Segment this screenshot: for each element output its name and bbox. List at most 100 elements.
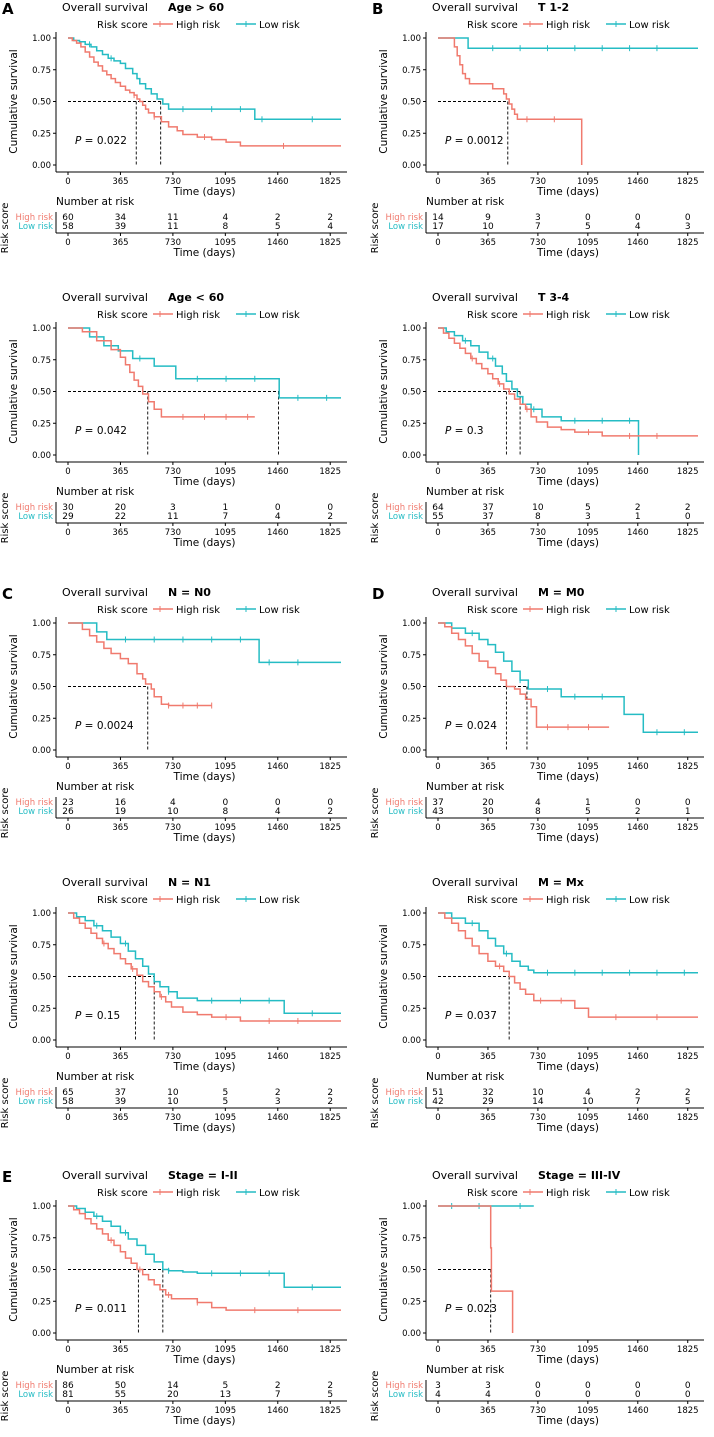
at-risk-high-value: 9 [485,213,491,223]
at-risk-low-value: 10 [582,1097,594,1107]
p-value-number: = 0.024 [451,720,497,732]
p-value: P = 0.037 [445,1010,497,1022]
x-tick-label: 1460 [627,762,649,772]
at-risk-high-value: 3 [170,503,176,513]
y-tick-label: 0.25 [402,714,421,724]
p-value-number: = 0.022 [81,135,127,147]
y-tick-label: 0.00 [402,746,421,756]
at-risk-low-value: 4 [327,222,333,232]
y-tick-label: 1.00 [32,324,51,334]
x-axis-title: Time (days) [536,186,599,198]
risk-table-x-title: Time (days) [172,247,235,259]
p-value: P = 0.15 [75,1010,120,1022]
legend-title: Risk score [467,310,518,321]
row-label-high-risk: High risk [386,798,424,808]
y-tick-label: 0.00 [402,451,421,461]
y-tick-label: 0.25 [32,1297,51,1307]
at-risk-low-value: 10 [167,807,179,817]
risk-table-tick-label: 1460 [627,528,649,538]
row-label-high-risk: High risk [16,798,54,808]
x-tick-label: 730 [530,1052,546,1062]
at-risk-low-value: 0 [685,512,691,522]
y-axis-title: Cumulative survival [378,924,390,1028]
low-risk-survival-curve [68,327,341,399]
at-risk-high-value: 23 [62,798,73,808]
at-risk-low-value: 5 [685,1097,691,1107]
risk-table-tick-label: 365 [112,528,128,538]
legend-low-label: Low risk [259,1188,300,1199]
risk-table-tick-label: 1460 [267,1406,289,1416]
at-risk-low-value: 3 [585,512,591,522]
at-risk-low-value: 11 [167,222,178,232]
at-risk-low-value: 30 [482,807,494,817]
legend-high-label: High risk [176,605,220,616]
y-tick-label: 1.00 [32,1202,51,1212]
x-tick-label: 1460 [267,177,289,187]
y-axis-title: Cumulative survival [8,49,20,153]
risk-score-axis-label: Risk score [370,203,381,254]
at-risk-high-value: 64 [432,503,444,513]
risk-table-tick-label: 0 [65,823,70,833]
risk-table-x-title: Time (days) [172,537,235,549]
y-axis-title: Cumulative survival [8,339,20,443]
x-tick-label: 1095 [577,762,599,772]
high-risk-survival-curve [68,622,212,707]
low-risk-survival-curve [68,622,341,664]
x-tick-label: 365 [480,762,496,772]
at-risk-high-value: 0 [635,1381,641,1391]
x-tick-label: 365 [480,467,496,477]
risk-table-tick-label: 1095 [577,1406,599,1416]
p-value-number: = 0.023 [451,1303,497,1315]
at-risk-high-value: 20 [115,503,127,513]
number-at-risk-title: Number at risk [426,1364,505,1376]
x-tick-label: 0 [435,1052,440,1062]
y-tick-label: 0.75 [32,66,51,76]
x-tick-label: 365 [112,1052,128,1062]
at-risk-high-value: 4 [535,798,541,808]
panel-letter: C [2,585,13,603]
risk-table-x-title: Time (days) [172,1122,235,1134]
at-risk-high-value: 60 [62,213,74,223]
at-risk-low-value: 3 [275,1097,281,1107]
risk-table-tick-label: 0 [65,1406,70,1416]
x-tick-label: 1095 [577,177,599,187]
at-risk-low-value: 5 [585,222,591,232]
x-tick-label: 1460 [267,762,289,772]
risk-table-x-title: Time (days) [536,1122,599,1134]
number-at-risk-title: Number at risk [426,196,505,208]
risk-score-axis-label: Risk score [370,1078,381,1129]
legend-title: Risk score [467,605,518,616]
at-risk-low-value: 7 [635,1097,641,1107]
at-risk-low-value: 7 [535,222,541,232]
x-tick-label: 1095 [577,467,599,477]
at-risk-high-value: 16 [115,798,127,808]
p-symbol: P [445,720,452,732]
overall-survival-label: Overall survival [62,291,148,304]
y-tick-label: 0.75 [32,1234,51,1244]
legend-low-label: Low risk [259,895,300,906]
low-risk-survival-curve [438,912,698,974]
risk-table-tick-label: 730 [165,1406,181,1416]
at-risk-low-value: 58 [62,222,74,232]
at-risk-high-value: 50 [115,1381,127,1391]
at-risk-high-value: 20 [482,798,494,808]
at-risk-high-value: 4 [222,213,228,223]
km-panel-7: Overall survival N = N1 Risk score High ris… [0,876,347,1134]
number-at-risk-title: Number at risk [426,781,505,793]
at-risk-low-value: 39 [115,222,127,232]
risk-table-tick-label: 1095 [215,1113,237,1123]
at-risk-high-value: 2 [327,1088,333,1098]
at-risk-high-value: 14 [167,1381,179,1391]
x-tick-label: 0 [65,467,70,477]
risk-table-tick-label: 1825 [319,1406,341,1416]
x-tick-label: 365 [480,177,496,187]
row-label-high-risk: High risk [386,213,424,223]
at-risk-high-value: 0 [585,213,591,223]
at-risk-low-value: 0 [585,1390,591,1400]
x-tick-label: 730 [165,467,181,477]
at-risk-low-value: 2 [327,512,333,522]
p-value: P = 0.011 [75,1303,127,1315]
at-risk-low-value: 13 [220,1390,231,1400]
y-tick-label: 1.00 [402,34,421,44]
y-tick-label: 0.50 [402,683,421,693]
